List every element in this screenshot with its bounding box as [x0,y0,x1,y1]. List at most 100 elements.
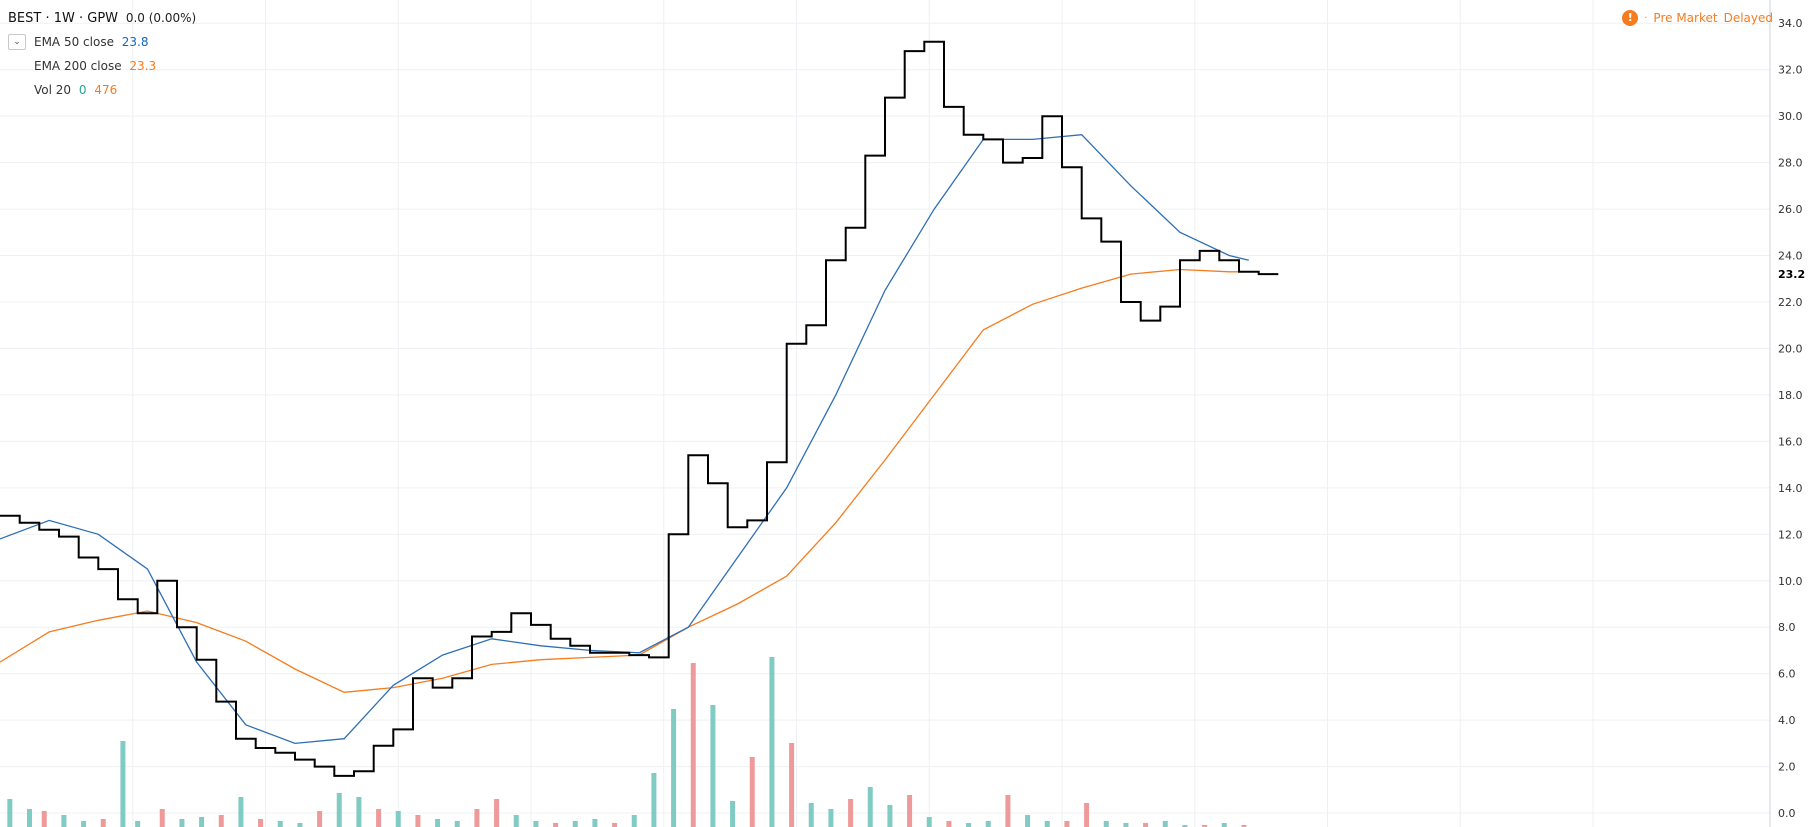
price-axis[interactable]: 34.0 32.0 30.0 28.0 26.0 24.0 22.0 20.0 18.0 16.0… [1771,17,1813,820]
volume-bar [553,823,559,827]
price-candles [0,40,1279,777]
pre-market-label: Pre Market [1653,11,1718,25]
ema200-label: EMA 200 close [34,59,122,73]
price-tick-label: 10.0 [1778,575,1803,588]
volume-bar [238,797,244,827]
volume-bar [297,823,303,827]
indicator-row-ema200[interactable]: EMA 200 close 23.3 [8,54,196,78]
volume-value-1: 0 [78,83,87,97]
volume-bar [415,815,421,827]
volume-bar [120,741,126,827]
volume-bar [612,823,618,827]
volume-bar [926,817,932,827]
warning-icon: ! [1622,10,1639,26]
volume-bar [395,811,401,827]
volume-bar [7,799,13,827]
ema50-path [0,134,1249,745]
price-change: 0.0 (0.00%) [125,11,197,25]
volume-bar [277,821,283,827]
volume-bar [710,705,716,827]
price-tick-label: 34.0 [1778,17,1803,30]
volume-bar [1162,821,1168,827]
price-tick-label: 8.0 [1778,621,1796,634]
indicator-row-volume[interactable]: Vol 20 0 476 [8,78,196,102]
price-tick-label: 14.0 [1778,482,1803,495]
price-tick-label: 22.0 [1778,296,1803,309]
volume-bar [1005,795,1011,827]
volume-bar [494,799,500,827]
volume-bar [81,821,87,827]
volume-bar [907,795,913,827]
price-tick-label: 28.0 [1778,157,1803,170]
volume-bar [592,819,598,827]
collapse-icon[interactable]: ⌄ [8,34,26,50]
status-separator: · [1644,12,1648,24]
volume-bar [317,811,323,827]
last-price-label: 23.2 [1778,268,1805,281]
volume-bar [789,743,795,827]
price-tick-label: 16.0 [1778,435,1803,448]
ema200-path [0,268,1249,693]
volume-bars [7,657,1247,827]
volume-bar [1221,823,1227,827]
volume-bar [1103,821,1109,827]
last-price-box [1771,266,1813,283]
volume-bar [1182,825,1188,827]
chart-legend: BEST · 1W · GPW 0.0 (0.00%) ⌄ EMA 50 clo… [8,6,196,102]
ema200-value: 23.3 [129,59,157,73]
ema50-label: EMA 50 close [34,35,114,49]
volume-bar [631,815,637,827]
volume-label: Vol 20 [34,83,72,97]
volume-bar [690,663,696,827]
volume-bar [435,819,441,827]
volume-bar [1202,825,1208,827]
volume-bar [671,709,677,827]
volume-bar [769,657,775,827]
volume-bar [1025,815,1031,827]
volume-bar [376,809,382,827]
price-tick-label: 0.0 [1778,807,1796,820]
volume-bar [1123,823,1129,827]
volume-bar [135,821,141,827]
volume-bar [730,801,736,827]
market-status[interactable]: ! · Pre Market Delayed [1622,10,1773,26]
volume-bar [474,809,480,827]
volume-bar [100,819,106,827]
volume-bar [867,787,873,827]
volume-bar [808,803,814,827]
symbol-row: BEST · 1W · GPW 0.0 (0.00%) [8,6,196,30]
volume-bar [41,811,47,827]
volume-bar [61,815,67,827]
volume-bar [887,805,893,827]
indicator-row-ema50[interactable]: ⌄ EMA 50 close 23.8 [8,30,196,54]
volume-bar [1143,823,1149,827]
price-tick-label: 6.0 [1778,668,1796,681]
volume-value-2: 476 [94,83,118,97]
symbol-title: BEST · 1W · GPW [8,11,119,26]
ema200-line [0,268,1249,693]
volume-bar [218,815,224,827]
volume-bar [946,821,952,827]
volume-bar [1084,803,1090,827]
ema50-value: 23.8 [121,35,149,49]
delayed-label: Delayed [1723,11,1773,25]
price-tick-label: 4.0 [1778,714,1796,727]
volume-bar [1064,821,1070,827]
price-line [0,40,1279,777]
volume-bar [27,809,32,827]
volume-bar [454,821,460,827]
price-tick-label: 2.0 [1778,761,1796,774]
volume-bar [159,809,165,827]
volume-bar [985,821,991,827]
volume-bar [199,817,205,827]
price-tick-label: 26.0 [1778,203,1803,216]
price-tick-label: 24.0 [1778,250,1803,263]
volume-bar [1044,821,1050,827]
volume-bar [258,819,264,827]
volume-bar [848,799,854,827]
ema50-line [0,134,1249,745]
price-tick-label: 12.0 [1778,528,1803,541]
volume-bar [966,823,972,827]
volume-bar [572,821,578,827]
